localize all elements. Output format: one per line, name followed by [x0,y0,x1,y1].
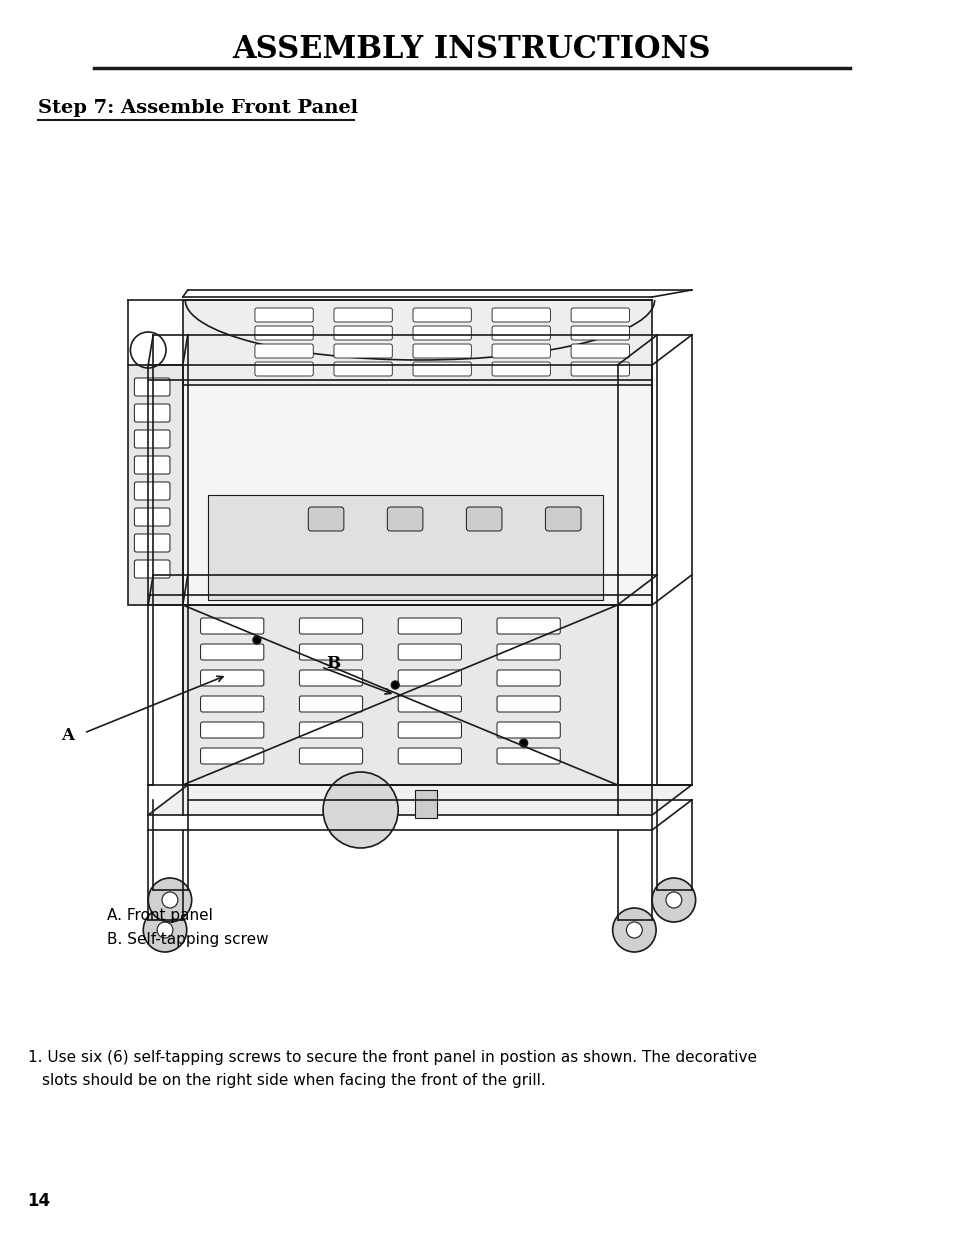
Circle shape [665,892,681,908]
FancyBboxPatch shape [413,345,471,358]
Circle shape [612,908,656,952]
FancyBboxPatch shape [397,722,461,739]
FancyBboxPatch shape [134,430,170,448]
FancyBboxPatch shape [497,643,559,659]
FancyBboxPatch shape [200,748,264,764]
FancyBboxPatch shape [571,345,629,358]
Circle shape [519,739,527,747]
FancyBboxPatch shape [200,697,264,713]
FancyBboxPatch shape [334,345,392,358]
FancyBboxPatch shape [571,326,629,340]
Polygon shape [148,785,691,815]
FancyBboxPatch shape [200,671,264,685]
Text: A: A [61,726,74,743]
Circle shape [391,680,398,689]
Circle shape [253,636,260,643]
FancyBboxPatch shape [497,722,559,739]
Bar [183,605,617,785]
Circle shape [323,772,397,848]
FancyBboxPatch shape [134,534,170,552]
Bar [183,380,652,605]
FancyBboxPatch shape [466,508,501,531]
FancyBboxPatch shape [299,697,362,713]
FancyBboxPatch shape [134,508,170,526]
FancyBboxPatch shape [497,748,559,764]
Bar [129,366,183,605]
FancyBboxPatch shape [299,748,362,764]
FancyBboxPatch shape [492,345,550,358]
FancyBboxPatch shape [200,643,264,659]
Circle shape [148,878,192,923]
FancyBboxPatch shape [334,326,392,340]
FancyBboxPatch shape [571,362,629,375]
FancyBboxPatch shape [492,326,550,340]
Text: B. Self-tapping screw: B. Self-tapping screw [107,932,268,947]
FancyBboxPatch shape [334,308,392,322]
FancyBboxPatch shape [413,362,471,375]
FancyBboxPatch shape [254,326,313,340]
Circle shape [157,923,172,939]
FancyBboxPatch shape [299,618,362,634]
Text: Step 7: Assemble Front Panel: Step 7: Assemble Front Panel [37,99,357,117]
FancyBboxPatch shape [571,308,629,322]
Text: ASSEMBLY INSTRUCTIONS: ASSEMBLY INSTRUCTIONS [232,35,710,65]
FancyBboxPatch shape [492,362,550,375]
FancyBboxPatch shape [134,404,170,422]
FancyBboxPatch shape [413,326,471,340]
FancyBboxPatch shape [497,697,559,713]
FancyBboxPatch shape [299,643,362,659]
FancyBboxPatch shape [497,618,559,634]
Bar [208,495,602,600]
FancyBboxPatch shape [134,482,170,500]
FancyBboxPatch shape [397,618,461,634]
FancyBboxPatch shape [254,308,313,322]
FancyBboxPatch shape [545,508,580,531]
Bar [415,790,436,818]
Text: A. Front panel: A. Front panel [107,908,213,923]
Circle shape [162,892,177,908]
Circle shape [652,878,695,923]
FancyBboxPatch shape [299,671,362,685]
FancyBboxPatch shape [397,697,461,713]
FancyBboxPatch shape [387,508,422,531]
Circle shape [143,908,187,952]
FancyBboxPatch shape [200,618,264,634]
Text: 1. Use six (6) self-tapping screws to secure the front panel in postion as shown: 1. Use six (6) self-tapping screws to se… [28,1050,756,1065]
FancyBboxPatch shape [254,362,313,375]
FancyBboxPatch shape [134,559,170,578]
Text: slots should be on the right side when facing the front of the grill.: slots should be on the right side when f… [43,1073,546,1088]
Circle shape [626,923,641,939]
Text: B: B [326,655,340,672]
FancyBboxPatch shape [299,722,362,739]
FancyBboxPatch shape [334,362,392,375]
FancyBboxPatch shape [397,643,461,659]
FancyBboxPatch shape [397,748,461,764]
FancyBboxPatch shape [134,456,170,474]
FancyBboxPatch shape [200,722,264,739]
FancyBboxPatch shape [134,378,170,396]
Text: 14: 14 [28,1192,51,1210]
Bar [183,300,652,385]
FancyBboxPatch shape [397,671,461,685]
FancyBboxPatch shape [492,308,550,322]
FancyBboxPatch shape [413,308,471,322]
FancyBboxPatch shape [254,345,313,358]
FancyBboxPatch shape [308,508,343,531]
FancyBboxPatch shape [497,671,559,685]
